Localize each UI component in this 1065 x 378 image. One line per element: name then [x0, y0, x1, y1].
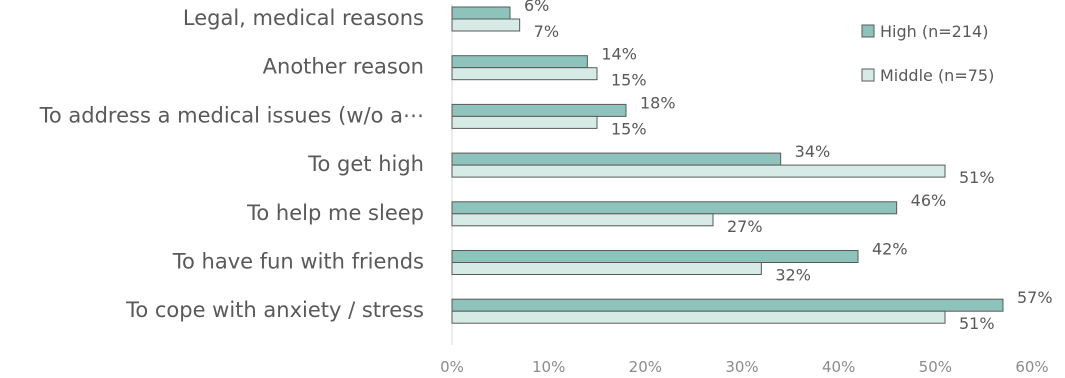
- category-label: To help me sleep: [246, 201, 424, 225]
- bar-high: [451, 152, 782, 166]
- category-label: To get high: [307, 152, 424, 176]
- legend-label: Middle (n=75): [880, 66, 994, 85]
- data-label: 15%: [611, 119, 647, 138]
- category-label: Another reason: [263, 55, 424, 79]
- bar-group: [451, 6, 1004, 324]
- legend: High (n=214) Middle (n=75): [861, 22, 994, 85]
- data-label: 14%: [601, 45, 637, 64]
- category-label: To cope with anxiety / stress: [125, 298, 424, 322]
- data-label: 34%: [795, 142, 831, 161]
- data-label: 46%: [911, 191, 947, 210]
- bar-middle: [451, 213, 714, 227]
- x-tick-label: 40%: [822, 358, 855, 376]
- data-label: 57%: [1017, 288, 1053, 307]
- data-labels: 6% 7% 14% 15% 18% 15% 34% 51% 46% 27% 42% 32% 57% 51%: [524, 0, 1053, 333]
- data-label: 32%: [775, 266, 811, 285]
- category-label: Legal, medical reasons: [183, 6, 424, 30]
- data-label: 18%: [640, 93, 676, 112]
- data-label: 51%: [959, 168, 995, 187]
- data-label: 27%: [727, 217, 763, 236]
- bar-middle: [451, 67, 598, 81]
- category-labels: Legal, medical reasons Another reason To a…: [39, 6, 424, 322]
- bar-middle: [451, 262, 762, 275]
- legend-swatch-middle: [861, 68, 875, 82]
- bar-high: [451, 201, 898, 215]
- category-label: To address a medical issues (w/o a⋯: [39, 103, 424, 127]
- data-label: 42%: [872, 240, 908, 259]
- x-tick-label: 20%: [629, 358, 662, 376]
- bar-middle: [451, 310, 946, 324]
- data-label: 15%: [611, 71, 647, 90]
- bar-middle: [451, 115, 598, 129]
- bar-middle: [451, 18, 521, 32]
- bar-middle: [451, 164, 946, 178]
- legend-label: High (n=214): [880, 22, 988, 41]
- x-tick-label: 0%: [440, 358, 464, 376]
- data-label: 6%: [524, 0, 549, 15]
- data-label: 51%: [959, 314, 995, 333]
- x-tick-label: 10%: [532, 358, 565, 376]
- bar-high: [451, 250, 859, 263]
- bar-high: [451, 298, 1004, 312]
- x-tick-label: 50%: [919, 358, 952, 376]
- data-label: 7%: [534, 22, 559, 41]
- bar-high: [451, 6, 511, 20]
- legend-swatch-high: [861, 24, 875, 38]
- bar-high: [451, 103, 627, 117]
- x-tick-label: 60%: [1015, 358, 1048, 376]
- x-tick-label: 30%: [725, 358, 758, 376]
- x-tick-labels: 0% 10% 20% 30% 40% 50% 60%: [440, 358, 1049, 376]
- bar-high: [451, 55, 588, 69]
- category-label: To have fun with friends: [172, 250, 424, 274]
